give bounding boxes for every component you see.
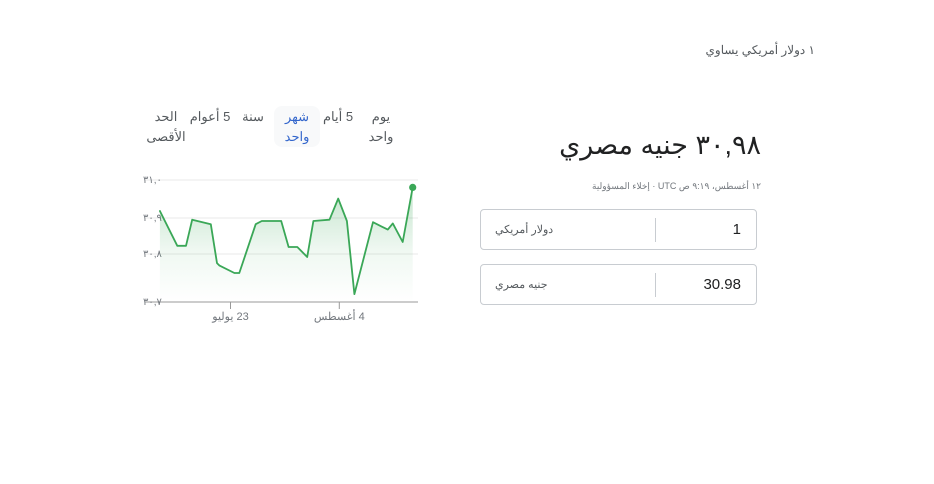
svg-text:٣١,٠: ٣١,٠ [143, 175, 162, 186]
svg-text:4 أغسطس: 4 أغسطس [314, 309, 365, 323]
svg-text:٣٠,٧: ٣٠,٧ [143, 297, 163, 308]
svg-text:٣٠,٨: ٣٠,٨ [143, 249, 163, 260]
svg-text:23 يوليو: 23 يوليو [211, 311, 248, 323]
svg-text:٣٠,٩: ٣٠,٩ [143, 213, 162, 224]
